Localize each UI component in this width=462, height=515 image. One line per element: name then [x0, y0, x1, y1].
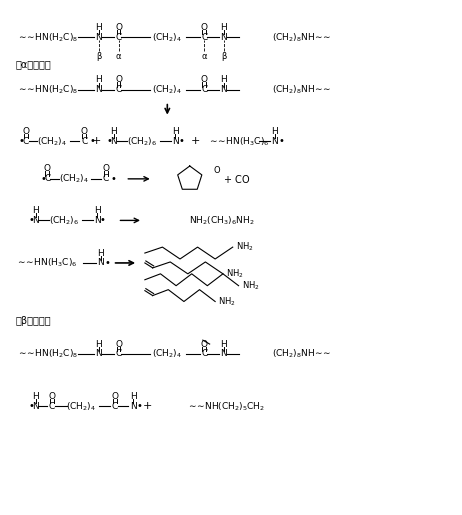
Text: $\mathsf{+\ CO}$: $\mathsf{+\ CO}$	[223, 173, 250, 185]
Text: H: H	[130, 392, 136, 401]
Text: $\mathsf{(CH_2)_4}$: $\mathsf{(CH_2)_4}$	[152, 83, 182, 96]
Text: •: •	[279, 136, 285, 146]
Text: H: H	[220, 23, 227, 32]
Text: O: O	[201, 75, 208, 84]
Text: N: N	[130, 402, 136, 411]
Text: H: H	[96, 339, 103, 349]
Text: $\mathsf{(CH_2)_4}$: $\mathsf{(CH_2)_4}$	[152, 348, 182, 360]
Text: N: N	[96, 350, 103, 358]
Text: $\mathsf{(CH_2)_4}$: $\mathsf{(CH_2)_4}$	[59, 173, 89, 185]
Text: O: O	[49, 392, 55, 401]
Text: •: •	[136, 401, 142, 411]
Text: H: H	[32, 392, 39, 401]
Text: $\mathsf{(CH_2)_6}$: $\mathsf{(CH_2)_6}$	[49, 214, 79, 227]
Text: C: C	[81, 137, 87, 146]
Text: $\mathsf{(CH_2)_4}$: $\mathsf{(CH_2)_4}$	[37, 135, 67, 147]
Text: O: O	[111, 392, 118, 401]
Text: O: O	[22, 127, 29, 136]
Text: $\mathsf{\sim\!\!\sim\!HN(H_2C)_8}$: $\mathsf{\sim\!\!\sim\!HN(H_2C)_8}$	[17, 348, 79, 360]
Text: N: N	[271, 137, 278, 146]
Text: •: •	[29, 215, 35, 226]
Text: O: O	[213, 166, 220, 176]
Text: $\mathsf{(CH_2)_8NH\!\sim\!\!\sim}$: $\mathsf{(CH_2)_8NH\!\sim\!\!\sim}$	[272, 348, 331, 360]
Text: N: N	[94, 216, 100, 225]
Text: C: C	[116, 85, 122, 94]
Text: +: +	[91, 136, 101, 146]
Text: α: α	[202, 52, 207, 61]
Text: $\mathsf{\sim\!\!\sim\!NH(CH_2)_5CH_2}$: $\mathsf{\sim\!\!\sim\!NH(CH_2)_5CH_2}$	[187, 400, 265, 413]
Text: N: N	[220, 33, 227, 42]
Text: C: C	[201, 33, 207, 42]
Text: N: N	[220, 350, 227, 358]
Text: N: N	[172, 137, 178, 146]
Text: N: N	[97, 259, 104, 267]
Text: C: C	[23, 137, 29, 146]
Text: N: N	[110, 137, 117, 146]
Text: O: O	[115, 23, 122, 32]
Text: 在β位断裂：: 在β位断裂：	[16, 316, 52, 327]
Text: +: +	[191, 136, 201, 146]
Text: O: O	[201, 23, 208, 32]
Text: $\mathsf{NH_2(CH_3)_6NH_2}$: $\mathsf{NH_2(CH_3)_6NH_2}$	[189, 214, 255, 227]
Text: $\mathsf{NH_2}$: $\mathsf{NH_2}$	[236, 241, 254, 253]
Text: $\mathsf{(CH_2)_8NH\!\sim\!\!\sim}$: $\mathsf{(CH_2)_8NH\!\sim\!\!\sim}$	[272, 83, 331, 96]
Text: H: H	[220, 339, 227, 349]
Text: $\mathsf{NH_2}$: $\mathsf{NH_2}$	[226, 268, 243, 280]
Text: C: C	[44, 175, 50, 183]
Text: β: β	[221, 52, 227, 61]
Text: $\mathsf{\sim\!\!\sim\!HN(H_2C)_8}$: $\mathsf{\sim\!\!\sim\!HN(H_2C)_8}$	[17, 83, 79, 96]
Text: $\mathsf{NH_2}$: $\mathsf{NH_2}$	[218, 295, 236, 308]
Text: •: •	[19, 136, 25, 146]
Text: N: N	[32, 216, 39, 225]
Text: H: H	[96, 75, 103, 84]
Text: $\mathsf{NH_2}$: $\mathsf{NH_2}$	[242, 280, 259, 292]
Text: $\mathsf{(CH_2)_4}$: $\mathsf{(CH_2)_4}$	[152, 31, 182, 44]
Text: C: C	[116, 350, 122, 358]
Text: $\mathsf{\sim\!\!\sim\!HN(H_3C)_6}$: $\mathsf{\sim\!\!\sim\!HN(H_3C)_6}$	[208, 135, 270, 147]
Text: H: H	[172, 127, 178, 136]
Text: $\mathsf{(CH_2)_4}$: $\mathsf{(CH_2)_4}$	[67, 400, 97, 413]
Text: •: •	[89, 136, 95, 146]
Text: $\mathsf{(CH_2)_6}$: $\mathsf{(CH_2)_6}$	[127, 135, 157, 147]
Text: H: H	[96, 23, 103, 32]
Text: O: O	[44, 164, 51, 174]
Text: C: C	[201, 350, 207, 358]
Text: H: H	[110, 127, 117, 136]
Text: C: C	[116, 33, 122, 42]
Text: O: O	[115, 75, 122, 84]
Text: N: N	[96, 85, 103, 94]
Text: O: O	[102, 164, 109, 174]
Text: $\mathsf{\sim\!\!\sim\!HN(H_3C)_6}$: $\mathsf{\sim\!\!\sim\!HN(H_3C)_6}$	[16, 256, 78, 269]
Text: 在α位断裂：: 在α位断裂：	[16, 59, 52, 69]
Text: β: β	[96, 52, 102, 61]
Text: α: α	[116, 52, 121, 61]
Text: N: N	[32, 402, 39, 411]
Text: $\mathsf{\sim\!\!\sim\!HN(H_2C)_8}$: $\mathsf{\sim\!\!\sim\!HN(H_2C)_8}$	[17, 31, 79, 44]
Text: C: C	[103, 175, 109, 183]
Text: •: •	[40, 174, 46, 184]
Text: •: •	[29, 401, 35, 411]
Text: H: H	[94, 206, 100, 215]
Text: •: •	[107, 136, 113, 146]
Text: C: C	[201, 85, 207, 94]
Text: •: •	[111, 174, 116, 184]
Text: •: •	[178, 136, 184, 146]
Text: H: H	[271, 127, 278, 136]
Text: O: O	[81, 127, 88, 136]
Text: N: N	[220, 85, 227, 94]
Text: C: C	[49, 402, 55, 411]
Text: N: N	[96, 33, 103, 42]
Text: •: •	[105, 258, 111, 268]
Text: O: O	[201, 339, 208, 349]
Text: +: +	[143, 401, 152, 411]
Text: H: H	[97, 249, 104, 258]
Text: •: •	[100, 215, 106, 226]
Text: $\mathsf{(CH_2)_8NH\!\sim\!\!\sim}$: $\mathsf{(CH_2)_8NH\!\sim\!\!\sim}$	[272, 31, 331, 44]
Text: H: H	[32, 206, 39, 215]
Text: H: H	[220, 75, 227, 84]
Text: O: O	[115, 339, 122, 349]
Text: C: C	[111, 402, 118, 411]
